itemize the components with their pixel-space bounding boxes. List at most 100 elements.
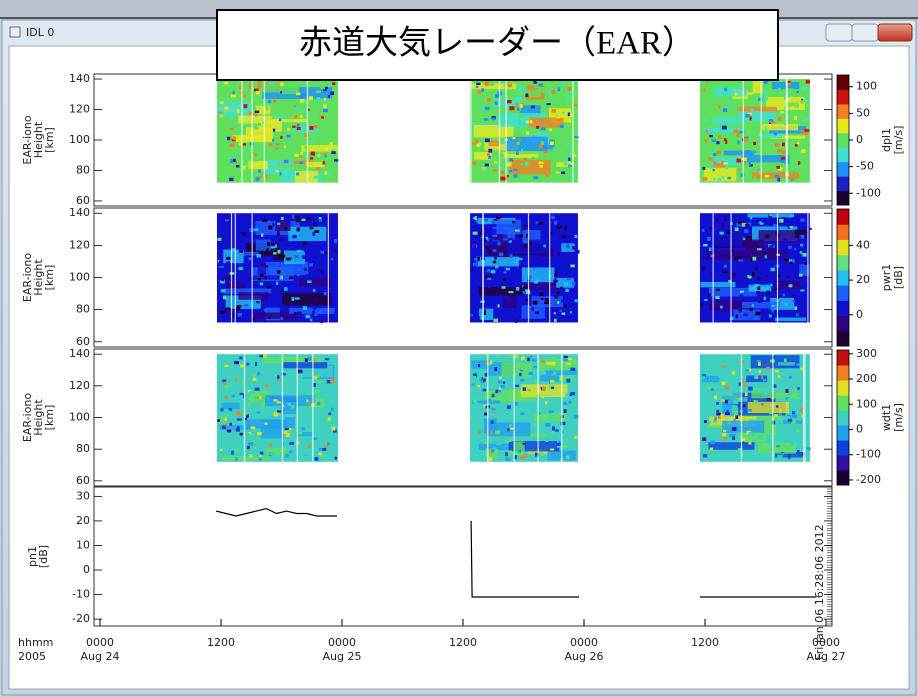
spectrogram-texture — [261, 404, 265, 408]
spectrogram-texture — [239, 85, 242, 90]
colorbar-segment — [837, 285, 849, 301]
spectrogram-texture — [281, 405, 296, 415]
spectrogram-texture — [490, 448, 495, 452]
spectrogram-texture — [709, 247, 712, 252]
spectrogram-texture — [226, 429, 232, 433]
spectrogram-texture — [508, 450, 513, 454]
spectrogram-texture — [258, 456, 263, 461]
spectrogram-texture — [703, 117, 706, 122]
spectrogram-texture — [258, 169, 262, 173]
spectrogram-texture — [786, 275, 790, 279]
spectrogram-texture — [485, 236, 488, 240]
colorbar-tick-label: -100 — [856, 186, 881, 199]
spectrogram-texture — [516, 393, 520, 397]
spectrogram-texture — [278, 118, 282, 122]
spectrogram-texture — [758, 361, 761, 366]
spectrogram-texture — [768, 119, 774, 122]
spectrogram-texture — [229, 243, 232, 246]
spectrogram-texture — [541, 395, 545, 399]
spectrogram-texture — [702, 177, 708, 181]
spectrogram-texture — [700, 444, 704, 449]
spectrogram-texture — [257, 372, 261, 376]
spectrogram-texture — [768, 122, 772, 125]
spectrogram-texture — [236, 164, 240, 168]
spectrogram-texture — [568, 157, 571, 161]
spectrogram-texture — [312, 289, 316, 292]
spectrogram-texture — [561, 235, 567, 239]
spectrogram-texture — [299, 99, 305, 103]
spectrogram-texture — [309, 139, 314, 143]
spectrogram-texture — [740, 173, 745, 178]
spectrogram-texture — [789, 280, 792, 285]
colorbar-segment — [837, 89, 849, 105]
spectrogram-texture — [279, 289, 283, 294]
spectrogram-texture — [720, 241, 724, 244]
spectrogram-texture — [761, 274, 766, 277]
spectrogram-texture — [701, 267, 705, 271]
spectrogram-texture — [322, 100, 328, 104]
spectrogram-texture — [715, 296, 720, 299]
spectrogram-texture — [713, 142, 736, 158]
spectrogram-texture — [543, 244, 546, 248]
spectrogram-texture — [282, 404, 285, 408]
spectrogram-texture — [248, 442, 254, 446]
spectrogram-texture — [724, 270, 728, 274]
spectrogram-texture — [710, 254, 715, 258]
colorbar-segment — [837, 315, 849, 332]
spectrogram-texture — [735, 410, 783, 423]
spectrogram-texture — [294, 170, 318, 183]
close-button[interactable] — [877, 23, 913, 42]
spectrogram-texture — [804, 398, 808, 403]
spectrogram-texture — [492, 234, 498, 237]
spectrogram-texture — [745, 114, 751, 118]
x-tick-label: 1200 — [207, 636, 235, 649]
spectrogram-texture — [709, 157, 713, 161]
spectrogram-texture — [749, 116, 752, 121]
spectrogram-texture — [239, 432, 243, 436]
spectrogram-texture — [490, 420, 495, 424]
spectrogram-texture — [265, 384, 270, 387]
spectrogram-texture — [800, 100, 805, 104]
spectrogram-texture — [553, 279, 558, 283]
spectrogram-texture — [785, 389, 789, 393]
spectrogram-texture — [543, 139, 555, 152]
spectrogram-texture — [777, 178, 780, 182]
spectrogram-texture — [804, 262, 809, 265]
spectrogram-texture — [755, 266, 758, 270]
spectrogram-texture — [759, 221, 762, 225]
spectrogram-texture — [751, 272, 755, 277]
spectrogram-texture — [229, 127, 235, 130]
spectrogram-texture — [802, 86, 808, 90]
spectrogram-texture — [763, 80, 768, 84]
spectrogram-texture — [744, 161, 748, 164]
spectrogram-texture — [789, 225, 793, 229]
spectrogram-texture — [324, 154, 327, 158]
spectrogram-texture — [525, 131, 530, 135]
spectrogram-texture — [259, 273, 264, 277]
spectrogram-texture — [333, 239, 338, 243]
spectrogram-texture — [245, 362, 250, 366]
spectrogram-texture — [566, 244, 570, 249]
spectrogram-texture — [520, 119, 526, 123]
spectrogram-texture — [237, 313, 243, 317]
spectrogram-texture — [702, 166, 706, 170]
spectrogram-texture — [792, 300, 795, 303]
spectrogram-texture — [225, 307, 231, 310]
spectrogram-texture — [282, 293, 332, 306]
spectrogram-texture — [569, 311, 573, 314]
spectrogram-texture — [800, 234, 805, 239]
spectrogram-texture — [512, 137, 516, 140]
spectrogram-texture — [537, 359, 578, 371]
spectrogram-texture — [312, 231, 316, 236]
maximize-button[interactable] — [851, 23, 879, 42]
spectrogram-texture — [485, 80, 490, 83]
spectrogram-texture — [775, 405, 779, 408]
spectrogram-texture — [240, 364, 245, 368]
spectrogram-texture — [313, 383, 316, 388]
spectrogram-texture — [795, 165, 799, 170]
minimize-button[interactable] — [825, 23, 853, 42]
spectrogram-texture — [543, 150, 548, 154]
spectrogram-texture — [704, 138, 707, 143]
spectrogram-texture — [220, 448, 223, 451]
spectrogram-texture — [565, 392, 570, 397]
